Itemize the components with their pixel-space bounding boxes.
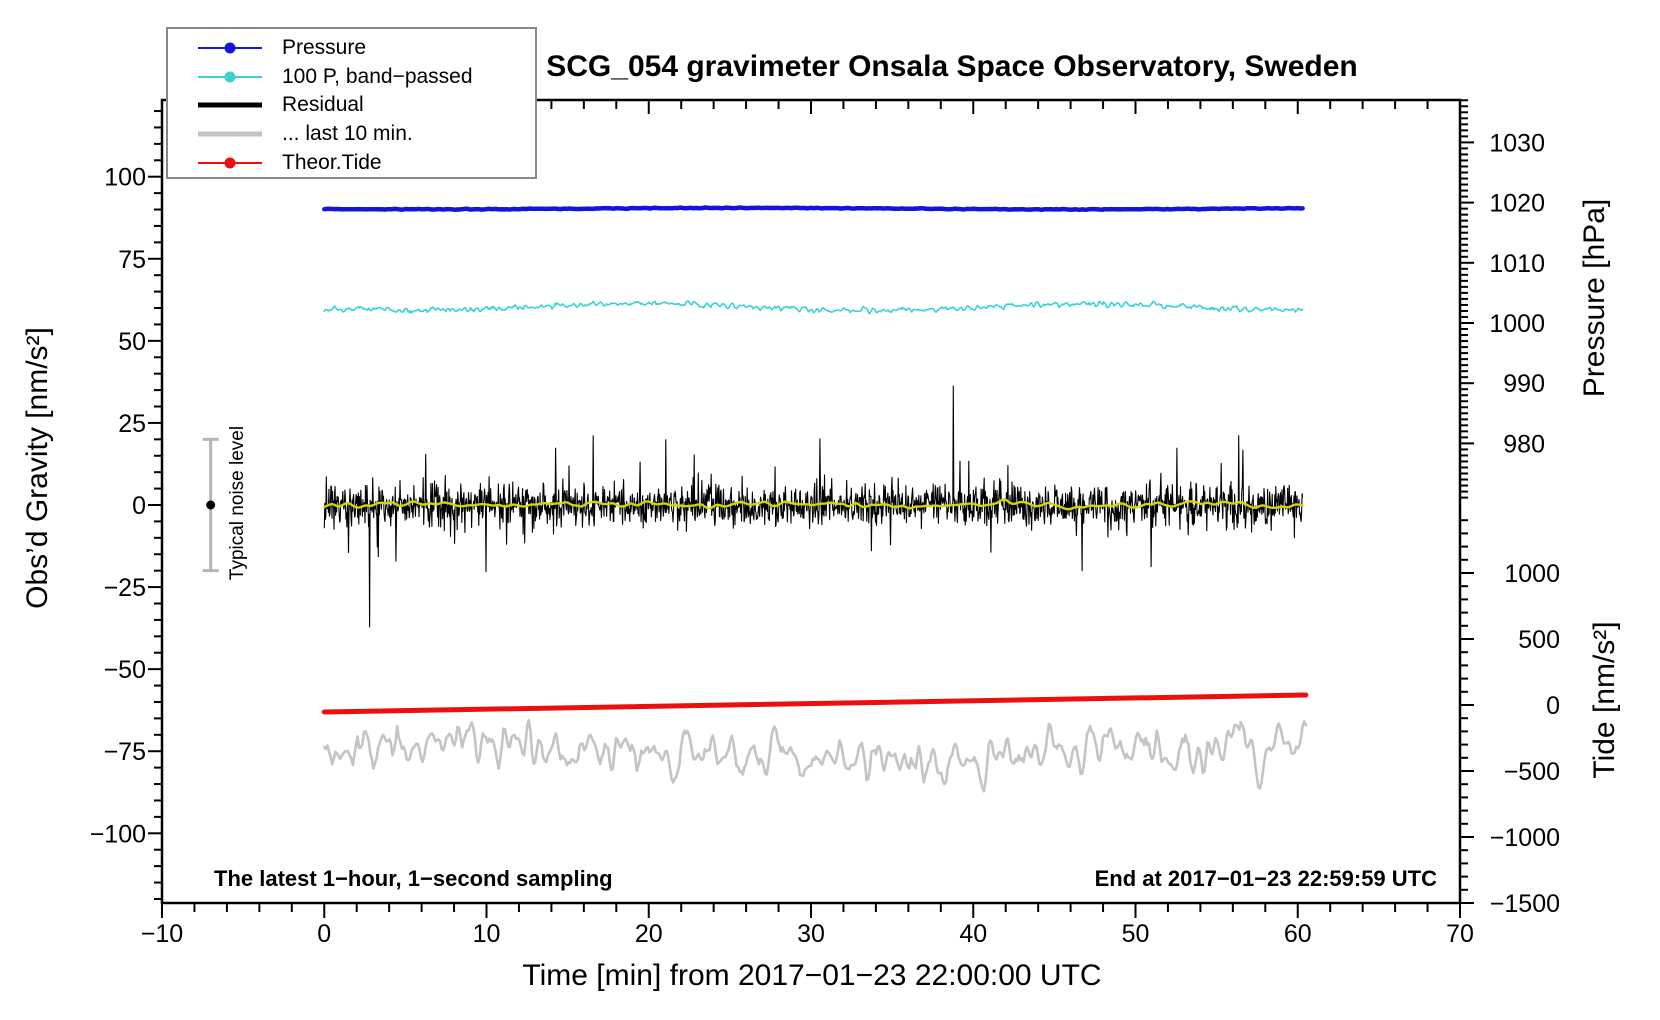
legend-item: 100 P, band−passed xyxy=(168,63,535,92)
svg-text:−500: −500 xyxy=(1504,758,1560,786)
legend: Pressure 100 P, band−passed Residual ... la… xyxy=(166,27,537,179)
svg-text:25: 25 xyxy=(118,410,146,438)
svg-text:−10: −10 xyxy=(141,920,183,948)
data-series xyxy=(321,205,1309,793)
series--last-10-min--line xyxy=(322,718,1308,793)
series-residual-smoothed-line xyxy=(323,498,1304,511)
legend-item-label: Theor.Tide xyxy=(282,150,382,174)
pressure-axis-title: Pressure [hPa] xyxy=(1578,198,1611,398)
svg-text:75: 75 xyxy=(118,246,146,274)
axis-ticks xyxy=(148,99,1474,918)
left-axis-title: Obs’d Gravity [nm/s²] xyxy=(21,327,54,609)
svg-text:−50: −50 xyxy=(104,656,146,684)
legend-marker-icon xyxy=(168,67,282,87)
svg-text:1020: 1020 xyxy=(1489,190,1545,218)
legend-marker-icon xyxy=(168,124,282,144)
svg-text:60: 60 xyxy=(1284,920,1312,948)
legend-item: Theor.Tide xyxy=(168,148,535,177)
tick-labels: −10 0 10 20 30 40 50 60 70−100−75−50−25025507510… xyxy=(90,129,1560,948)
svg-text:50: 50 xyxy=(1122,920,1150,948)
svg-text:1000: 1000 xyxy=(1489,310,1545,338)
noise-level-label: Typical noise level xyxy=(227,425,248,581)
legend-item-label: Residual xyxy=(282,93,364,117)
legend-item: Residual xyxy=(168,91,535,120)
legend-marker-icon xyxy=(168,153,282,173)
series-pressure-line xyxy=(322,205,1305,212)
sampling-note: The latest 1−hour, 1−second sampling xyxy=(214,866,613,891)
svg-text:1030: 1030 xyxy=(1489,129,1545,157)
svg-text:−1500: −1500 xyxy=(1490,890,1560,918)
legend-marker-icon xyxy=(168,95,282,115)
svg-text:10: 10 xyxy=(473,920,501,948)
svg-text:−100: −100 xyxy=(90,820,146,848)
svg-text:−1000: −1000 xyxy=(1490,824,1560,852)
svg-text:30: 30 xyxy=(797,920,825,948)
svg-text:100: 100 xyxy=(104,164,146,192)
noise-error-bar-dot xyxy=(206,500,216,510)
legend-item: ... last 10 min. xyxy=(168,120,535,149)
series-theor-tide-line xyxy=(321,692,1309,715)
legend-item: Pressure xyxy=(168,34,535,63)
x-axis-title: Time [min] from 2017−01−23 22:00:00 UTC xyxy=(522,959,1102,992)
legend-marker-icon xyxy=(168,38,282,58)
svg-text:20: 20 xyxy=(635,920,663,948)
svg-text:500: 500 xyxy=(1518,626,1560,654)
svg-text:40: 40 xyxy=(959,920,987,948)
svg-text:0: 0 xyxy=(132,492,146,520)
chart-title: SCG_054 gravimeter Onsala Space Observat… xyxy=(546,50,1358,83)
legend-item-label: ... last 10 min. xyxy=(282,122,413,146)
series-100-p-band-passed-line xyxy=(323,300,1304,315)
end-time-note: End at 2017−01−23 22:59:59 UTC xyxy=(1094,866,1437,891)
svg-text:−75: −75 xyxy=(104,738,146,766)
svg-text:1010: 1010 xyxy=(1489,250,1545,278)
svg-text:−25: −25 xyxy=(104,574,146,602)
legend-item-label: Pressure xyxy=(282,36,367,60)
svg-text:0: 0 xyxy=(317,920,331,948)
svg-text:0: 0 xyxy=(1546,692,1560,720)
svg-text:1000: 1000 xyxy=(1504,560,1560,588)
svg-text:980: 980 xyxy=(1503,430,1545,458)
svg-text:990: 990 xyxy=(1503,370,1545,398)
svg-text:70: 70 xyxy=(1446,920,1474,948)
tide-axis-title: Tide [nm/s²] xyxy=(1588,621,1621,779)
legend-item-label: 100 P, band−passed xyxy=(282,64,473,88)
svg-text:50: 50 xyxy=(118,328,146,356)
